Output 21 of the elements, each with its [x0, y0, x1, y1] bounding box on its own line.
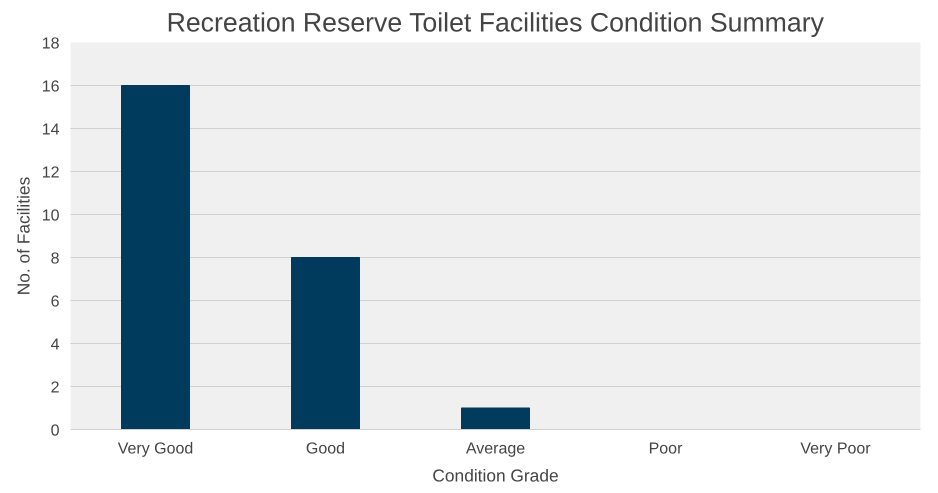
bar [121, 85, 190, 430]
y-tick-label: 6 [50, 294, 60, 310]
y-tick-label: 2 [50, 380, 60, 396]
x-tick-label: Very Good [118, 440, 194, 458]
chart-title: Recreation Reserve Toilet Facilities Condition Summary [166, 8, 825, 38]
x-tick-label: Good [306, 440, 346, 458]
y-tick-label: 16 [42, 78, 60, 96]
y-tick-label: 10 [42, 208, 60, 224]
x-axis-title: Condition Grade [432, 466, 559, 486]
y-tick-label: 0 [50, 422, 60, 440]
y-tick-label: 4 [50, 336, 60, 354]
y-tick-label: 12 [42, 164, 60, 182]
y-tick-label: 8 [50, 250, 60, 268]
x-tick-label: Average [466, 440, 526, 458]
y-tick-label: 18 [42, 36, 60, 52]
y-axis-title: No. of Facilities [14, 176, 34, 296]
bar [291, 257, 360, 430]
x-tick-label: Very Poor [800, 440, 872, 458]
bar [461, 408, 530, 430]
x-tick-label: Poor [648, 440, 684, 458]
y-tick-label: 14 [42, 122, 60, 138]
